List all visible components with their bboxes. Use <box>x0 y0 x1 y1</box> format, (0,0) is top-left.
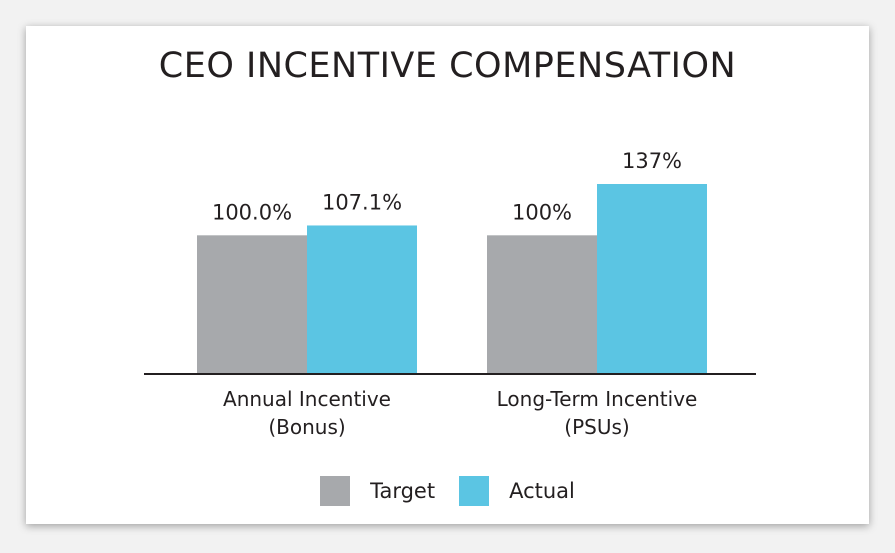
value-label-target-1: 100% <box>512 200 572 224</box>
legend: Target Actual <box>26 476 869 506</box>
category-label-1-line-1: (PSUs) <box>564 415 629 439</box>
bars-group <box>197 184 707 374</box>
category-label-1-line-0: Long-Term Incentive <box>497 387 698 411</box>
value-label-actual-0: 107.1% <box>322 190 402 214</box>
chart-card: CEO INCENTIVE COMPENSATION 100.0% 100% 107… <box>26 26 869 524</box>
bar-chart: 100.0% 100% 107.1% 137% Annual Incentive (Bo… <box>144 149 756 439</box>
legend-swatch-target <box>320 476 351 506</box>
bar-actual-1 <box>597 184 707 374</box>
legend-swatch-actual <box>459 476 490 506</box>
legend-label-actual: Actual <box>509 479 575 503</box>
value-label-target-0: 100.0% <box>212 200 292 224</box>
value-labels-group: 100.0% 100% 107.1% 137% <box>212 149 682 224</box>
category-label-0-line-1: (Bonus) <box>268 415 345 439</box>
legend-item-target: Target <box>320 476 435 506</box>
legend-label-target: Target <box>370 479 436 503</box>
bar-target-0 <box>197 235 307 374</box>
legend-item-actual: Actual <box>459 476 575 506</box>
category-labels-group: Annual Incentive (Bonus) Long-Term Incenti… <box>223 387 697 439</box>
category-label-0-line-0: Annual Incentive <box>223 387 391 411</box>
bar-target-1 <box>487 235 597 374</box>
bar-actual-0 <box>307 225 417 374</box>
value-label-actual-1: 137% <box>622 149 682 173</box>
chart-title: CEO INCENTIVE COMPENSATION <box>158 46 737 86</box>
